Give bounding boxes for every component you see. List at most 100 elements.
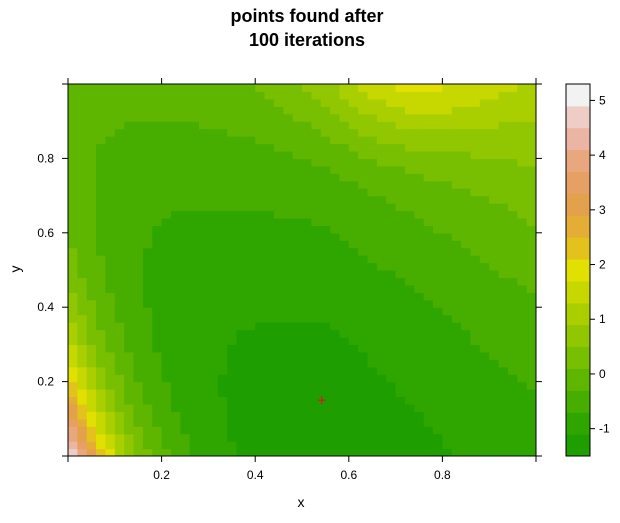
heatmap-cell — [161, 418, 172, 427]
heatmap-cell — [264, 91, 275, 100]
heatmap-cell — [489, 143, 500, 152]
heatmap-cell — [227, 389, 238, 398]
heatmap-cell — [526, 143, 536, 152]
heatmap-cell — [311, 232, 322, 241]
heatmap-cell — [498, 180, 509, 189]
heatmap-cell — [133, 277, 144, 286]
heatmap-cell — [199, 180, 209, 189]
heatmap-cell — [302, 292, 312, 301]
heatmap-cell — [348, 396, 359, 405]
heatmap-cell — [386, 299, 397, 308]
heatmap-cell — [170, 292, 181, 301]
heatmap-cell — [180, 374, 191, 383]
heatmap-cell — [255, 98, 266, 107]
heatmap-cell — [273, 381, 284, 390]
heatmap-cell — [320, 247, 331, 256]
heatmap-cell — [273, 113, 284, 122]
heatmap-cell — [180, 180, 191, 189]
heatmap-cell — [498, 121, 509, 130]
heatmap-cell — [526, 165, 536, 174]
heatmap-cell — [442, 344, 453, 353]
heatmap-cell — [264, 396, 275, 405]
heatmap-cell — [470, 374, 481, 383]
heatmap-cell — [367, 322, 378, 331]
heatmap-cell — [283, 441, 294, 450]
heatmap-cell — [479, 448, 490, 456]
heatmap-cell — [311, 336, 322, 345]
heatmap-cell — [376, 426, 387, 435]
heatmap-cell — [507, 173, 518, 182]
heatmap-cell — [245, 314, 256, 323]
heatmap-cell — [283, 84, 294, 93]
heatmap-cell — [376, 418, 387, 427]
heatmap-cell — [292, 158, 303, 167]
heatmap-cell — [376, 299, 387, 308]
heatmap-cell — [330, 143, 341, 152]
heatmap-cell — [423, 232, 434, 241]
heatmap-cell — [133, 128, 144, 137]
heatmap-cell — [358, 121, 369, 130]
heatmap-cell — [199, 336, 209, 345]
heatmap-cell — [489, 247, 500, 256]
heatmap-cell — [227, 270, 238, 279]
heatmap-cell — [133, 418, 144, 427]
heatmap-cell — [124, 128, 135, 137]
heatmap-cell — [264, 366, 275, 375]
heatmap-cell — [133, 351, 144, 360]
heatmap-cell — [96, 262, 107, 271]
heatmap-cell — [236, 98, 247, 107]
heatmap-cell — [498, 426, 509, 435]
heatmap-cell — [208, 225, 219, 234]
heatmap-cell — [227, 165, 238, 174]
heatmap-cell — [311, 366, 322, 375]
heatmap-cell — [180, 441, 191, 450]
heatmap-cell — [423, 441, 434, 450]
heatmap-cell — [170, 113, 181, 122]
heatmap-cell — [245, 344, 256, 353]
heatmap-cell — [526, 336, 536, 345]
heatmap-cell — [451, 344, 462, 353]
heatmap-cell — [273, 203, 284, 212]
heatmap-cell — [367, 284, 378, 293]
heatmap-cell — [442, 396, 453, 405]
heatmap-cell — [273, 351, 284, 360]
heatmap-cell — [461, 195, 472, 204]
heatmap-cell — [180, 292, 191, 301]
heatmap-cell — [86, 270, 97, 279]
heatmap-cell — [320, 448, 331, 456]
heatmap-cell — [367, 158, 378, 167]
heatmap-cell — [367, 389, 378, 398]
heatmap-cell — [255, 188, 266, 197]
heatmap-cell — [133, 366, 144, 375]
heatmap-cell — [395, 299, 406, 308]
heatmap-cell — [423, 284, 434, 293]
heatmap-cell — [320, 106, 331, 115]
heatmap-cell — [245, 292, 256, 301]
heatmap-cell — [68, 217, 78, 226]
heatmap-cell — [208, 210, 219, 219]
heatmap-cell — [479, 143, 490, 152]
heatmap-cell — [451, 203, 462, 212]
heatmap-cell — [367, 113, 378, 122]
heatmap-cell — [208, 448, 219, 456]
heatmap-cell — [479, 292, 490, 301]
heatmap-cell — [245, 396, 256, 405]
heatmap-cell — [217, 441, 228, 450]
heatmap-cell — [423, 255, 434, 264]
heatmap-cell — [414, 203, 425, 212]
heatmap-cell — [86, 262, 97, 271]
heatmap-cell — [442, 106, 453, 115]
heatmap-cell — [273, 307, 284, 316]
heatmap-cell — [358, 396, 369, 405]
heatmap-cell — [367, 143, 378, 152]
heatmap-cell — [273, 448, 284, 456]
heatmap-cell — [498, 217, 509, 226]
heatmap-cell — [273, 359, 284, 368]
heatmap-cell — [217, 225, 228, 234]
heatmap-cell — [292, 344, 303, 353]
heatmap-cell — [507, 247, 518, 256]
heatmap-cell — [105, 366, 116, 375]
heatmap-cell — [264, 403, 275, 412]
heatmap-cell — [283, 143, 294, 152]
heatmap-cell — [330, 448, 341, 456]
